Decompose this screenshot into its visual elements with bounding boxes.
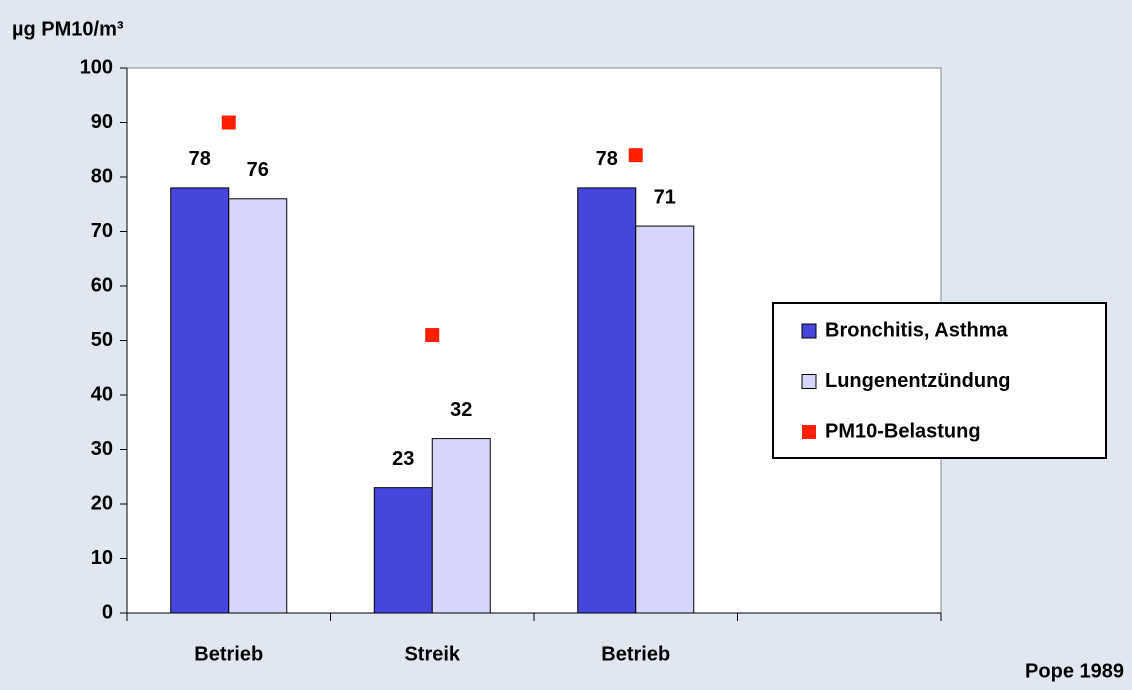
bar	[635, 225, 695, 614]
marker	[221, 115, 236, 130]
data-label: 71	[654, 186, 676, 208]
y-tick-label: 100	[80, 56, 113, 78]
y-tick-label: 10	[91, 547, 113, 569]
bar	[431, 438, 491, 614]
bar	[577, 187, 637, 614]
y-tick-label: 80	[91, 165, 113, 187]
x-tick-label: Streik	[404, 643, 460, 665]
x-tick-label: Betrieb	[601, 643, 670, 665]
marker	[628, 148, 643, 163]
y-axis-label: µg PM10/m³	[12, 18, 124, 40]
legend-label: PM10-Belastung	[825, 420, 981, 442]
y-tick-label: 20	[91, 492, 113, 514]
data-label: 23	[392, 448, 414, 470]
legend-swatch	[802, 425, 816, 439]
bar	[228, 198, 288, 614]
y-tick-label: 0	[102, 601, 113, 623]
y-tick-label: 70	[91, 220, 113, 242]
legend-box	[772, 302, 1107, 459]
source: Pope 1989	[1025, 660, 1124, 682]
legend-label: Bronchitis, Asthma	[825, 319, 1008, 341]
y-tick-label: 40	[91, 383, 113, 405]
data-label: 76	[247, 159, 269, 181]
data-label: 32	[450, 399, 472, 421]
legend-swatch	[801, 374, 817, 389]
legend: Bronchitis, Asthma Lungenentzündung PM10-B…	[772, 302, 1107, 459]
y-tick-label: 50	[91, 329, 113, 351]
x-tick-label: Betrieb	[194, 643, 263, 665]
y-tick-label: 90	[91, 111, 113, 133]
legend-label: Lungenentzündung	[825, 370, 1011, 392]
y-tick-label: 30	[91, 438, 113, 460]
legend-swatch	[801, 323, 817, 339]
bar	[170, 187, 230, 614]
data-label: 78	[596, 148, 618, 170]
data-label: 78	[189, 148, 211, 170]
marker	[425, 328, 440, 343]
y-tick-label: 60	[91, 274, 113, 296]
bar	[373, 487, 433, 614]
